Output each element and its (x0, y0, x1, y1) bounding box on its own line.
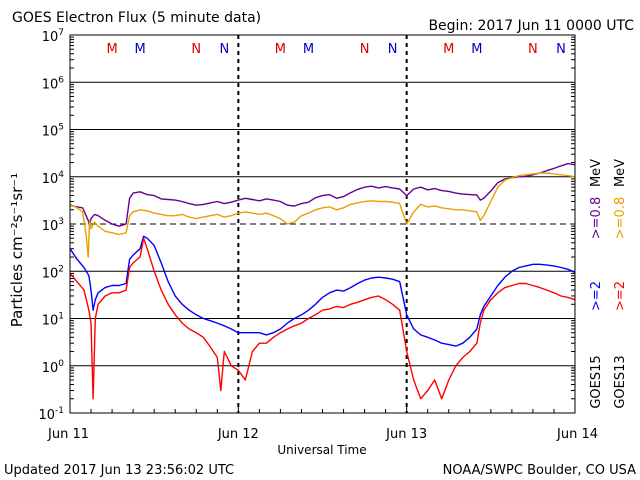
y-tick-label: 104 (42, 170, 65, 187)
marker-n: N (360, 42, 370, 57)
marker-m: M (443, 42, 454, 57)
y-tick-label: 10-1 (38, 406, 64, 423)
x-tick-labels: Jun 11 Jun 12 Jun 13 Jun 14 (47, 427, 598, 442)
marker-m: M (471, 42, 482, 57)
y-tick-label: 107 (42, 28, 64, 45)
legend-unit: MeV (613, 159, 628, 187)
legend-entry: >=2 (613, 281, 628, 311)
x-tick-label: Jun 14 (556, 427, 598, 442)
legend-entry: >=0.8 (589, 197, 604, 239)
legend-satellite: GOES13 (613, 355, 628, 408)
legend: GOES15 >=2 >=0.8 MeV GOES13 >=2 >=0.8 MeV (589, 159, 628, 409)
marker-n: N (388, 42, 398, 57)
x-tick-label: Jun 11 (47, 427, 89, 442)
plot-frame (69, 34, 576, 414)
x-tick-label: Jun 12 (217, 427, 259, 442)
marker-m: M (303, 42, 314, 57)
marker-n: N (556, 42, 566, 57)
x-axis-label: Universal Time (277, 443, 366, 457)
chart-begin-time: Begin: 2017 Jun 11 0000 UTC (428, 18, 634, 34)
marker-n: N (528, 42, 538, 57)
series-line-1 (69, 162, 576, 227)
marker-m: M (275, 42, 286, 57)
y-tick-label: 106 (42, 75, 65, 92)
series-line-2 (69, 235, 576, 347)
legend-entry: >=0.8 (613, 197, 628, 239)
y-axis-label: Particles cm⁻²s⁻¹sr⁻¹ (8, 173, 26, 327)
footer-credit: NOAA/SWPC Boulder, CO USA (443, 463, 636, 478)
y-tick-labels: 107 106 105 104 103 102 101 100 10-1 (38, 28, 64, 423)
legend-satellite: GOES15 (589, 355, 604, 408)
legend-unit: MeV (589, 159, 604, 187)
data-series (69, 162, 576, 400)
y-tick-label: 105 (42, 123, 64, 140)
marker-m: M (135, 42, 146, 57)
grid-lines (70, 34, 575, 414)
marker-n: N (191, 42, 201, 57)
series-line-4 (69, 237, 576, 400)
y-tick-label: 102 (42, 264, 64, 281)
series-line-3 (69, 172, 576, 258)
y-tick-label: 100 (42, 359, 65, 376)
x-tick-label: Jun 13 (385, 427, 427, 442)
y-tick-label: 103 (42, 217, 64, 234)
chart-title: GOES Electron Flux (5 minute data) (12, 10, 261, 26)
footer-updated: Updated 2017 Jun 13 23:56:02 UTC (4, 463, 234, 478)
y-tick-label: 101 (42, 312, 64, 329)
legend-entry: >=2 (589, 281, 604, 311)
marker-n: N (219, 42, 229, 57)
marker-m: M (106, 42, 117, 57)
